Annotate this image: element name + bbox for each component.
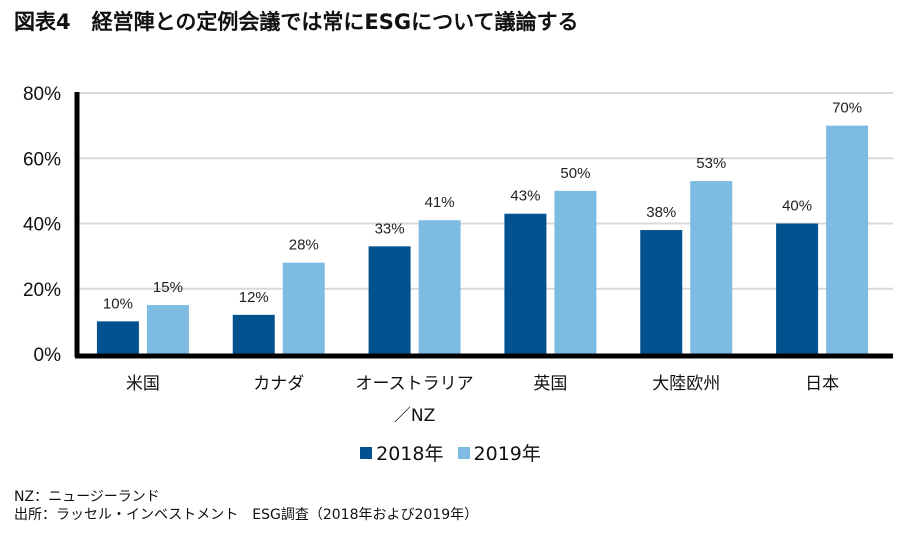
data-label: 33% (375, 220, 405, 237)
x-category-label: 日本 (805, 374, 839, 394)
data-labels: 10% 15% 12% 28% 33% 41% 43% 50% 38% 53% 40% 70% (103, 100, 862, 313)
bar-2018 (368, 246, 411, 354)
legend-label-2018: 2018年 (376, 443, 444, 465)
bar-2018 (776, 223, 819, 354)
legend-item-2019: 2019年 (457, 439, 541, 466)
legend-swatch-2019 (457, 446, 470, 459)
data-label: 40% (782, 198, 812, 215)
bar-2018 (232, 314, 275, 354)
x-category-label: 大陸欧州 (652, 374, 720, 394)
x-axis-categories: 米国 カナダ オーストラリア ／NZ 英国 大陸欧州 日本 (126, 374, 839, 426)
note-abbreviation: NZ：ニュージーランド (14, 489, 160, 505)
chart-title: 図表4 経営陣との定例会議では常にESGについて議論する (14, 10, 579, 34)
bar-2019 (690, 181, 733, 354)
footnotes: NZ：ニュージーランド 出所：ラッセル・インベストメント ESG調査（2018年… (14, 488, 478, 524)
bar-2018 (504, 213, 547, 354)
data-label: 12% (239, 289, 269, 306)
data-label: 50% (560, 165, 590, 182)
data-label: 41% (425, 194, 455, 211)
y-tick-label: 60% (23, 149, 61, 170)
x-category-label: 英国 (533, 374, 567, 394)
note-source: 出所：ラッセル・インベストメント ESG調査（2018年および2019年） (14, 507, 479, 523)
bar-2019 (554, 190, 597, 354)
bar-2019 (826, 125, 869, 354)
data-label: 43% (510, 188, 540, 205)
legend: 2018年 2019年 (0, 439, 901, 466)
x-category-label: カナダ (253, 374, 304, 394)
data-label: 53% (696, 155, 726, 172)
y-tick-label: 80% (23, 84, 61, 105)
bar-2019 (146, 305, 189, 354)
bar-2019 (282, 262, 325, 354)
legend-label-2019: 2019年 (473, 443, 541, 465)
y-tick-label: 40% (23, 215, 61, 236)
legend-item-2018: 2018年 (360, 439, 443, 466)
gridlines (78, 92, 893, 290)
x-category-label: 米国 (126, 374, 160, 394)
data-label: 28% (289, 237, 319, 254)
bar-chart: 0% 20% 40% 60% 80% 10% 15% 12% 28% 33% 41% 43% 50% 3… (23, 84, 893, 426)
bar-2018 (640, 230, 683, 354)
data-label: 10% (103, 295, 133, 312)
bar-2019 (418, 220, 461, 354)
data-label: 70% (832, 100, 862, 117)
bar-2018 (96, 321, 139, 354)
bars (96, 125, 869, 354)
data-label: 15% (153, 279, 183, 296)
y-tick-label: 20% (23, 280, 61, 301)
x-category-label: オーストラリア (356, 374, 474, 394)
y-axis-ticks: 0% 20% 40% 60% 80% (23, 84, 61, 366)
data-label: 38% (646, 204, 676, 221)
x-category-label: ／NZ (394, 406, 435, 426)
legend-swatch-2018 (360, 446, 373, 459)
y-tick-label: 0% (34, 345, 62, 366)
